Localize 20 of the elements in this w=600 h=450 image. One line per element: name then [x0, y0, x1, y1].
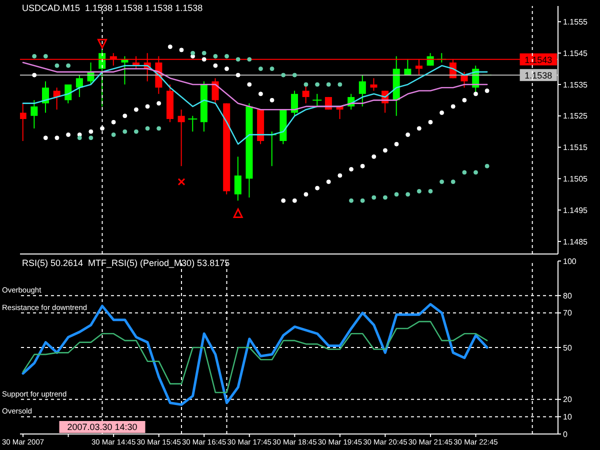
- y-tick-label: 1.1535: [563, 80, 588, 90]
- y-tick-label: 1.1545: [563, 48, 588, 58]
- y-tick-label: 1.1525: [563, 112, 588, 121]
- y-tick-label: 0: [563, 430, 568, 439]
- y-tick-label: 80: [563, 291, 572, 300]
- ref-line-label: 1.1543: [524, 54, 552, 65]
- y-tick-label: 1.1515: [563, 143, 588, 152]
- y-tick-label: 1.1555: [563, 18, 588, 27]
- y-tick-label: 100: [563, 256, 577, 266]
- y-tick-label: 50: [563, 343, 572, 352]
- ref-line-label: 2007.03.30 14:30: [67, 422, 138, 432]
- chart-title: RSI(5) 50.2614 MTF_RSI(5) (Period_M30) 53.8175: [22, 258, 230, 268]
- y-tick-label: 1.1505: [563, 174, 588, 184]
- y-tick-label: 20: [563, 395, 572, 404]
- y-tick-label: 70: [563, 308, 572, 318]
- y-tick-label: 10: [563, 412, 572, 422]
- ref-line-label: 1.1538: [524, 70, 552, 81]
- chart-title: USDCAD.M15 1.1538 1.1538 1.1538 1.1538: [22, 3, 203, 13]
- y-tick-label: 1.1495: [563, 206, 588, 215]
- y-tick-label: 1.1485: [563, 237, 588, 246]
